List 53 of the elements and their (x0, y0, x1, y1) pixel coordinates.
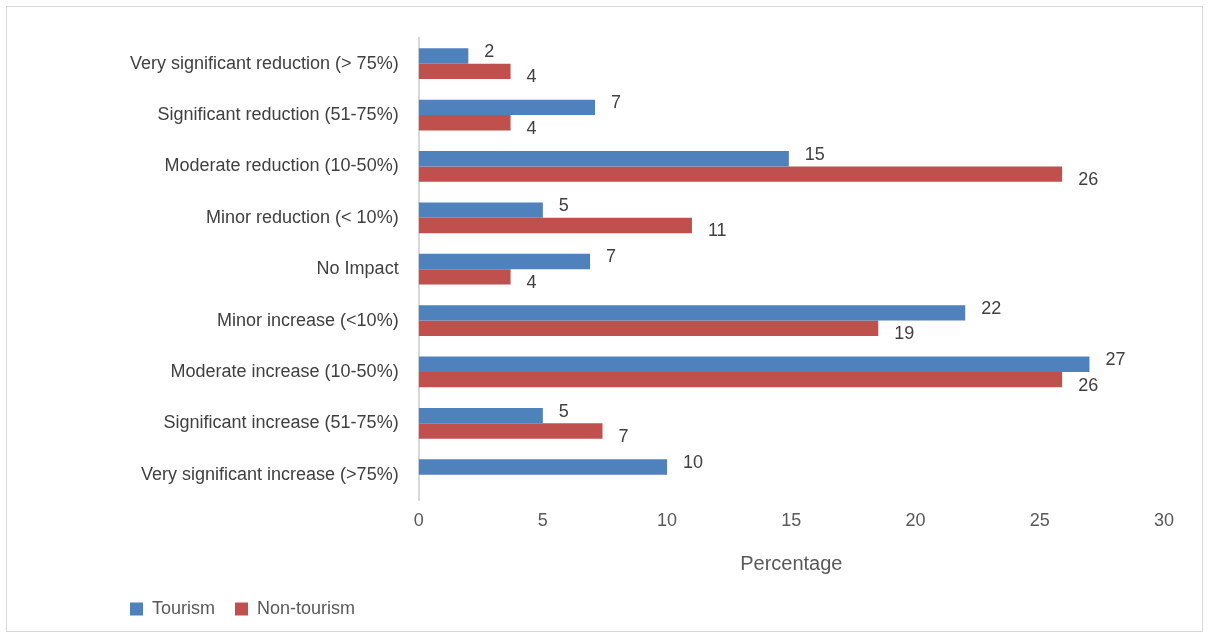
data-label: 5 (558, 400, 569, 421)
x-axis-title: Percentage (740, 551, 843, 574)
y-tick-label: Moderate increase (10-50%) (170, 360, 399, 381)
legend-label: Non-tourism (257, 597, 356, 618)
bar (418, 371, 1063, 388)
x-tick-label: 30 (1153, 510, 1175, 531)
y-tick-label: Significant increase (51-75%) (163, 412, 399, 433)
x-tick-label: 20 (905, 510, 926, 531)
y-tick-label: Minor increase (<10%) (217, 309, 399, 330)
data-label: 4 (526, 117, 537, 138)
data-label: 26 (1078, 374, 1099, 395)
bar (418, 253, 591, 270)
bar (418, 63, 511, 80)
x-tick-label: 0 (413, 510, 424, 531)
bar (418, 48, 469, 64)
bar (418, 305, 966, 321)
data-label: 26 (1078, 169, 1099, 190)
bar (418, 166, 1063, 182)
bar (418, 407, 543, 424)
data-label: 27 (1105, 349, 1126, 370)
data-label: 11 (707, 220, 727, 241)
x-tick-label: 5 (537, 510, 548, 531)
x-tick-label: 10 (657, 510, 678, 531)
bar (418, 356, 1090, 372)
y-tick-label: Very significant increase (>75%) (141, 463, 399, 484)
data-label: 2 (484, 40, 495, 61)
data-label: 4 (526, 271, 537, 292)
data-label: 7 (606, 246, 617, 267)
data-label: 10 (683, 451, 704, 472)
data-label: 7 (618, 426, 629, 447)
bar (418, 459, 668, 475)
bar (418, 99, 596, 116)
data-label: 4 (526, 66, 537, 87)
bar (418, 269, 511, 285)
y-tick-label: Very significant reduction (> 75%) (130, 52, 399, 73)
bar (418, 423, 603, 439)
bar (418, 217, 692, 234)
bar (418, 115, 511, 131)
y-tick-label: Minor reduction (< 10%) (206, 206, 399, 227)
y-tick-label: Significant reduction (51-75%) (157, 104, 399, 125)
bar (418, 151, 789, 167)
data-label: 15 (804, 143, 825, 164)
data-label: 5 (558, 195, 569, 216)
bar (418, 320, 879, 336)
data-label: 22 (981, 297, 1002, 318)
bar (418, 202, 543, 218)
data-label: 7 (611, 92, 622, 113)
x-tick-label: 15 (781, 510, 802, 531)
y-tick-label: Moderate reduction (10-50%) (164, 155, 399, 176)
data-label: 19 (894, 323, 915, 344)
legend-label: Tourism (152, 597, 216, 618)
x-tick-label: 25 (1029, 510, 1050, 531)
y-tick-label: No Impact (316, 258, 399, 279)
